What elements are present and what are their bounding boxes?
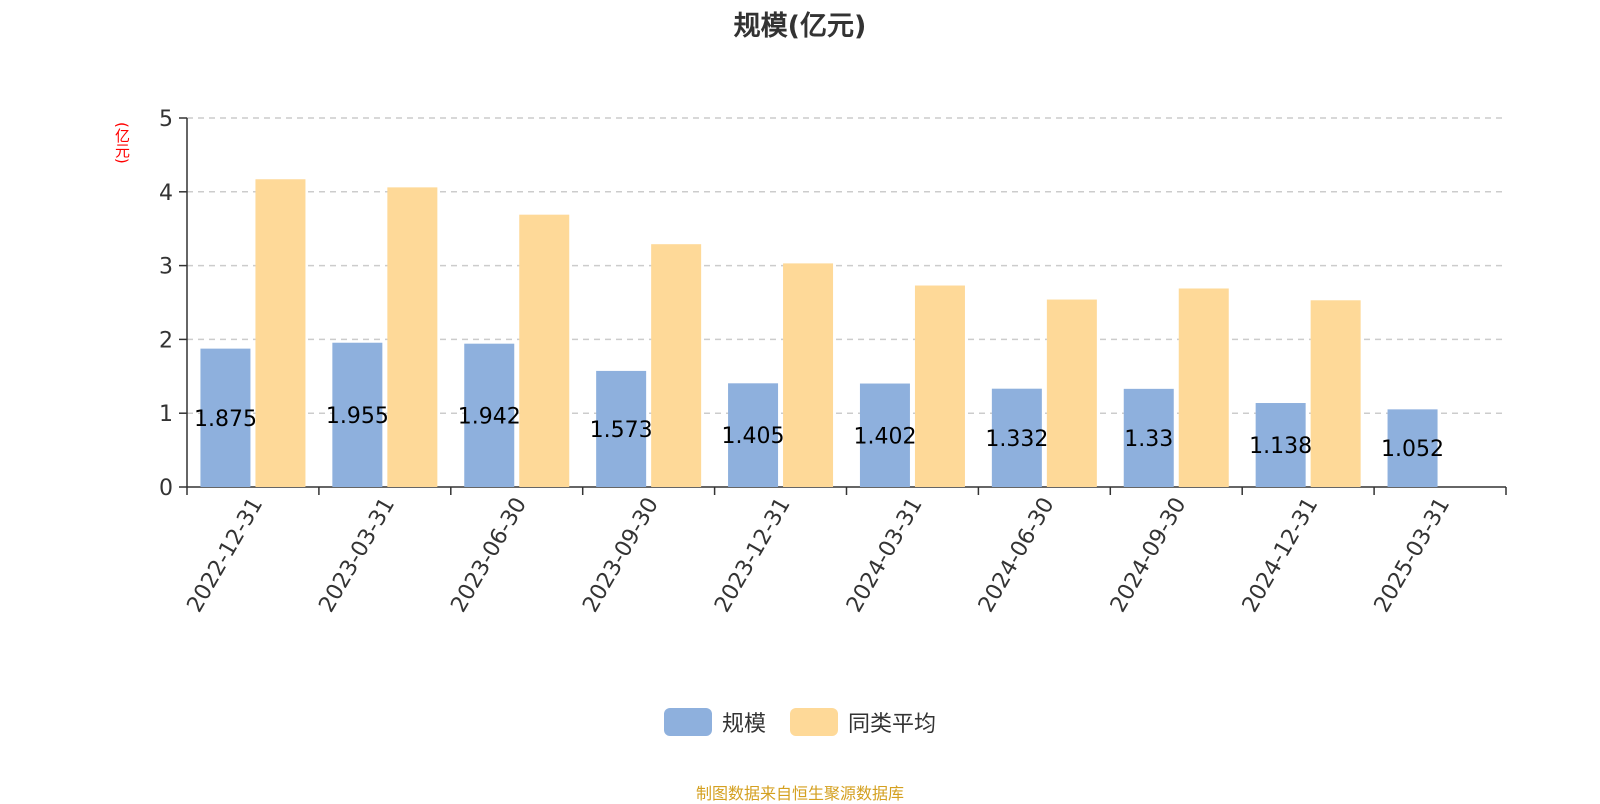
bar-scale <box>1255 403 1306 487</box>
bar-peer-average <box>783 263 834 487</box>
data-label-scale: 1.138 <box>1249 434 1312 459</box>
bar-scale <box>991 388 1042 487</box>
legend-swatch-peer-average <box>790 708 838 736</box>
bar-scale <box>200 348 251 487</box>
legend-swatch-scale <box>663 708 712 736</box>
x-tick-label: 2024-12-31 <box>1238 494 1324 617</box>
y-tick-label: 1 <box>159 402 173 427</box>
x-tick-label: 2024-03-31 <box>842 493 928 616</box>
y-axis-unit-label: (亿元) <box>113 122 131 164</box>
data-label-scale: 1.955 <box>326 404 389 429</box>
legend-label-peer-average: 同类平均 <box>848 712 937 737</box>
bar-scale <box>332 342 383 487</box>
legend: 规模 同类平均 <box>0 706 1600 738</box>
x-tick-label: 2023-03-31 <box>314 493 400 616</box>
bar-peer-average <box>255 179 306 487</box>
source-note: 制图数据来自恒生聚源数据库 <box>695 784 904 803</box>
bar-scale <box>859 383 910 487</box>
x-tick-label: 2023-09-30 <box>578 494 664 617</box>
bar-peer-average <box>914 285 965 487</box>
bar-peer-average <box>1178 288 1229 487</box>
legend-item-peer-average[interactable]: 同类平均 <box>790 706 936 738</box>
data-label-scale: 1.052 <box>1381 437 1444 462</box>
bar-peer-average <box>1310 300 1361 487</box>
bar-scale <box>728 383 779 487</box>
y-tick-label: 3 <box>159 255 173 280</box>
data-label-scale: 1.332 <box>985 427 1048 452</box>
x-tick-label: 2022-12-31 <box>183 494 269 617</box>
y-tick-label: 2 <box>159 328 173 353</box>
data-label-scale: 1.405 <box>722 424 785 449</box>
bar-peer-average <box>387 187 438 487</box>
legend-label-scale: 规模 <box>721 712 766 737</box>
y-tick-label: 4 <box>159 181 173 206</box>
x-tick-label: 2023-06-30 <box>446 494 532 617</box>
data-label-scale: 1.573 <box>590 418 653 443</box>
chart-title: 规模(亿元) <box>733 11 867 42</box>
bar-scale <box>1387 409 1438 487</box>
data-label-scale: 1.875 <box>194 407 257 432</box>
y-tick-label: 5 <box>159 107 173 132</box>
x-tick-label: 2025-03-31 <box>1370 494 1456 617</box>
bar-peer-average <box>1046 299 1097 487</box>
bar-scale <box>464 343 515 487</box>
data-label-scale: 1.402 <box>853 424 916 449</box>
y-tick-label: 0 <box>159 476 173 501</box>
x-tick-label: 2024-06-30 <box>974 494 1060 617</box>
legend-item-scale[interactable]: 规模 <box>663 706 766 738</box>
data-label-scale: 1.942 <box>458 404 521 429</box>
x-tick-label: 2024-09-30 <box>1106 494 1192 617</box>
bar-peer-average <box>651 244 702 487</box>
bar-scale <box>1123 388 1174 487</box>
bar-scale <box>596 370 647 487</box>
data-label-scale: 1.33 <box>1124 427 1173 452</box>
x-tick-label: 2023-12-31 <box>710 494 796 617</box>
bar-peer-average <box>519 214 570 488</box>
